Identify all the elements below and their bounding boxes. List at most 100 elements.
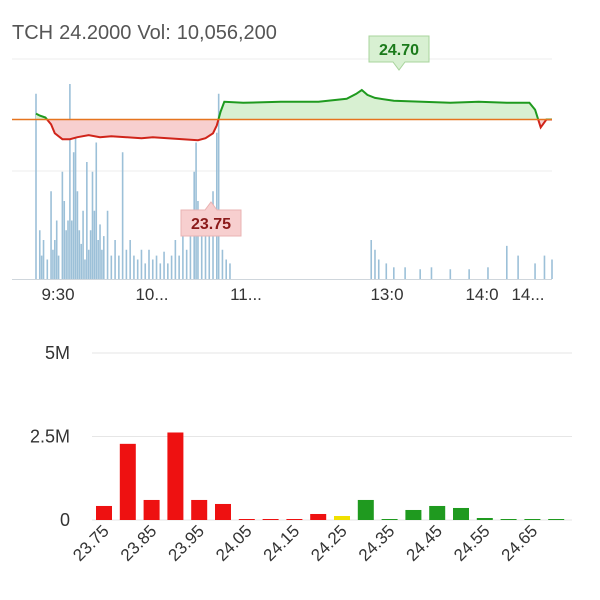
volume-bar	[393, 267, 395, 279]
volume-bar	[80, 243, 82, 279]
volume-bar	[114, 240, 116, 279]
volume-bar	[140, 249, 143, 279]
volume-bar	[76, 191, 79, 279]
volume-bar	[50, 191, 52, 279]
volume-bar	[148, 249, 150, 279]
price-volume-bar	[167, 432, 184, 520]
price-tick-label: 23.95	[165, 521, 209, 565]
volume-bar	[144, 263, 147, 279]
volume-bar	[487, 267, 489, 279]
volume-bar	[197, 201, 199, 279]
volume-bar	[93, 210, 96, 279]
volume-bar	[84, 259, 86, 279]
volume-bar	[78, 230, 81, 279]
volume-bar	[151, 259, 154, 279]
volume-bar	[517, 255, 519, 279]
price-volume-bar	[524, 519, 541, 520]
volume-bar	[129, 240, 131, 279]
volume-bar	[370, 240, 373, 279]
volume-bar	[57, 255, 60, 279]
volume-bar	[204, 230, 207, 279]
intraday-chart: 24.70 23.75 9:30 10... 11... 13:0 14:0 14...	[12, 35, 553, 304]
volume-bar	[74, 138, 77, 279]
volume-bar	[155, 255, 158, 279]
time-tick-label: 14:0	[465, 285, 498, 304]
volume-bar	[86, 162, 88, 279]
price-volume-bar	[191, 499, 208, 520]
volume-bar	[178, 255, 180, 279]
volume-bar	[38, 230, 41, 279]
price-volume-bar	[476, 517, 493, 520]
time-tick-label: 9:30	[41, 285, 74, 304]
volume-bar	[121, 152, 124, 279]
volume-bar	[63, 201, 66, 279]
volume-bar	[102, 236, 105, 279]
volume-bar	[163, 251, 165, 279]
price-volume-bar	[381, 519, 398, 520]
time-tick-label: 13:0	[370, 285, 403, 304]
y-tick-label: 0	[60, 510, 70, 530]
volume-bar	[69, 84, 71, 279]
volume-bar	[42, 240, 45, 279]
volume-bar	[110, 255, 113, 279]
time-tick-label: 14...	[511, 285, 544, 304]
volume-bar	[404, 267, 406, 279]
volume-bar	[182, 220, 184, 279]
volume-bar	[217, 93, 220, 279]
price-volume-bar	[262, 519, 279, 520]
volume-bar	[46, 259, 49, 279]
volume-bar	[99, 224, 101, 279]
price-tick-label: 23.85	[117, 521, 161, 565]
volume-bar	[70, 220, 73, 279]
min-price-label: 23.75	[191, 216, 231, 233]
price-tick-label: 24.15	[260, 521, 304, 565]
volume-bar	[35, 93, 37, 279]
y-tick-label: 5M	[45, 343, 70, 363]
volume-bar	[225, 259, 228, 279]
price-tick-label: 23.75	[69, 521, 113, 565]
price-volume-bar	[119, 443, 136, 520]
volume-bar	[419, 269, 421, 279]
volume-bar	[101, 249, 103, 279]
volume-bar	[208, 210, 211, 279]
price-volume-bar	[429, 505, 446, 520]
price-volume-bar	[453, 507, 469, 520]
price-volume-bar	[334, 515, 350, 520]
volume-bar	[89, 230, 92, 279]
volume-bar	[229, 263, 231, 279]
volume-bar	[72, 152, 75, 279]
volume-bar	[200, 220, 203, 279]
price-tick-label: 24.05	[212, 521, 256, 565]
volume-bar	[125, 249, 128, 279]
volume-label: Vol:	[137, 22, 171, 44]
ticker-price: 24.2000	[59, 22, 132, 44]
price-tick-label: 24.25	[307, 521, 351, 565]
volume-bar	[55, 220, 58, 279]
volume-bar	[65, 230, 67, 279]
volume-bar	[118, 255, 120, 279]
price-volume-bar	[548, 519, 565, 520]
volume-bar	[185, 249, 188, 279]
volume-bar	[506, 245, 508, 279]
volume-bar	[551, 259, 553, 279]
volume-bar	[95, 142, 98, 279]
volume-bar	[106, 210, 109, 279]
y-tick-label: 2.5M	[30, 427, 70, 447]
volume-bar	[52, 249, 54, 279]
volume-bar	[215, 132, 218, 279]
volume-bar	[67, 220, 69, 279]
price-volume-bar	[286, 519, 303, 520]
volume-bar	[468, 269, 470, 279]
price-up-area	[36, 90, 552, 120]
volume-bar	[87, 249, 90, 279]
price-volume-bar	[310, 513, 327, 520]
price-volume-bar	[357, 499, 374, 520]
volume-bar	[91, 171, 94, 279]
volume-bar	[449, 269, 452, 279]
volume-bar	[82, 210, 84, 279]
price-volume-bar	[143, 499, 160, 520]
volume-bar	[167, 263, 169, 279]
volume-bar	[136, 259, 139, 279]
volume-bar	[189, 236, 192, 279]
